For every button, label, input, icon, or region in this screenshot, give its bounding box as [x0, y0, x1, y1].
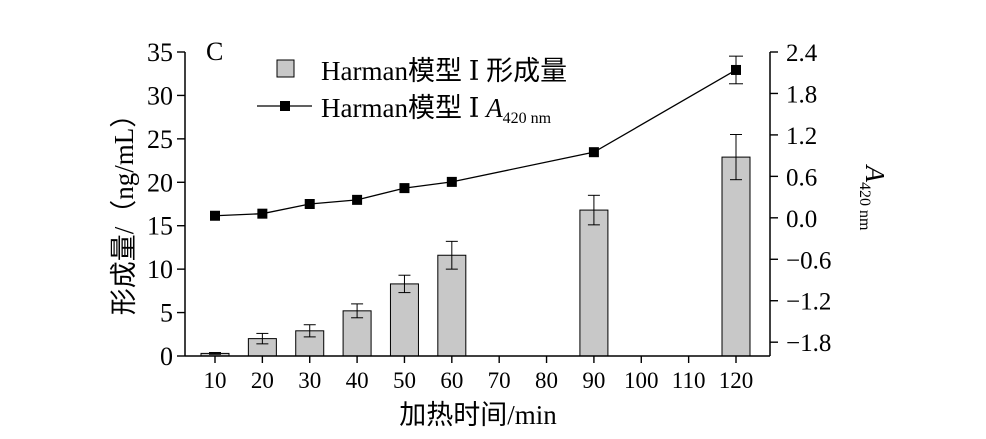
- bar-error-bar-50: [398, 274, 411, 294]
- right-y-tick-label-7: 2.4: [786, 40, 818, 67]
- line-series-layer: [210, 55, 743, 221]
- left-y-tick-label-10: 10: [147, 255, 173, 284]
- bar-50: [389, 283, 419, 357]
- legend-swatch-bar: [276, 59, 295, 78]
- bar-error-bar-120: [730, 134, 742, 181]
- bar-error-bar-60: [445, 240, 458, 270]
- left-y-tick-label-20: 20: [147, 168, 173, 197]
- x-tick-label-120: 120: [719, 368, 754, 393]
- line-point-30: [304, 199, 315, 209]
- left-y-tick-label-35: 35: [147, 38, 173, 67]
- x-tick-label-30: 30: [298, 368, 321, 393]
- legend-label-line: Harman模型 Ⅰ A420 nm: [321, 93, 552, 127]
- legend-label-line-variable: A: [484, 93, 503, 123]
- x-tick-label-90: 90: [582, 368, 605, 393]
- left-y-tick-label-5: 5: [160, 299, 173, 328]
- right-y-tick-label-1: −1.2: [786, 289, 831, 316]
- x-tick-label-60: 60: [440, 368, 463, 393]
- line-point-50: [399, 183, 410, 194]
- bar-error-bar-30: [303, 324, 316, 338]
- left-y-tick-label-30: 30: [147, 81, 173, 110]
- x-axis-title: 加热时间/min: [399, 400, 557, 430]
- bar-error-bar-20: [256, 332, 269, 345]
- bar-60: [437, 254, 467, 357]
- line-point-60: [446, 176, 457, 187]
- legend-label-line-prefix: Harman模型 Ⅰ: [321, 93, 486, 123]
- line-point-10: [210, 210, 220, 221]
- right-y-tick-label-6: 1.8: [786, 81, 817, 108]
- line-point-40: [352, 194, 363, 205]
- right-y-tick-label-3: 0.0: [786, 206, 817, 233]
- legend: Harman模型 Ⅰ 形成量 Harman模型 Ⅰ A420 nm: [257, 56, 567, 127]
- right-y-tick-label-4: 0.6: [786, 164, 817, 191]
- legend-label-bar: Harman模型 Ⅰ 形成量: [321, 56, 567, 86]
- left-y-tick-label-0: 0: [160, 342, 173, 371]
- bar-error-bar-10: [209, 352, 221, 355]
- x-tick-label-80: 80: [535, 368, 558, 393]
- bar-error-bar-90: [587, 194, 600, 226]
- legend-label-line-subscript: 420 nm: [503, 110, 552, 127]
- left-y-axis-title: 形成量/（ng/mL）: [109, 101, 139, 316]
- right-y-axis-title-variable: A: [860, 164, 890, 183]
- left-y-tick-label-25: 25: [147, 125, 173, 154]
- right-y-tick-label-5: 1.2: [786, 123, 817, 150]
- line-point-120: [731, 64, 741, 75]
- panel-label: C: [206, 37, 223, 66]
- x-tick-label-100: 100: [624, 368, 659, 393]
- x-tick-label-110: 110: [672, 368, 706, 393]
- bar-90: [579, 209, 609, 357]
- left-y-axis-ticks: 0 5 10 15 20 25 30 35: [147, 38, 185, 371]
- legend-item-line-series: Harman模型 Ⅰ A420 nm: [257, 93, 552, 127]
- x-tick-label-50: 50: [393, 368, 416, 393]
- right-y-tick-label-2: −0.6: [786, 247, 831, 274]
- x-tick-label-10: 10: [204, 368, 227, 393]
- left-y-tick-label-15: 15: [147, 212, 173, 241]
- bar-120: [721, 156, 751, 357]
- line-series-path: [214, 69, 737, 217]
- x-tick-label-70: 70: [488, 368, 511, 393]
- x-tick-label-40: 40: [346, 368, 369, 393]
- line-point-20: [257, 208, 268, 219]
- legend-item-bar-series: Harman模型 Ⅰ 形成量: [276, 56, 567, 86]
- x-axis-ticks: 10 20 30 40 50 60 70 80 90 100 110 120: [204, 356, 754, 393]
- line-point-90: [588, 147, 599, 158]
- x-tick-label-20: 20: [251, 368, 274, 393]
- right-y-axis-title: A420 nm: [856, 164, 890, 232]
- bar-series-layer: [200, 134, 751, 357]
- right-y-tick-label-0: −1.8: [786, 330, 831, 357]
- legend-marker-square: [280, 101, 290, 111]
- bar-error-bar-40: [351, 303, 364, 319]
- right-y-axis-title-subscript: 420 nm: [856, 182, 873, 231]
- right-y-axis-ticks: −1.8 −1.2 −0.6 0.0 0.6 1.2 1.8 2.4: [770, 40, 831, 357]
